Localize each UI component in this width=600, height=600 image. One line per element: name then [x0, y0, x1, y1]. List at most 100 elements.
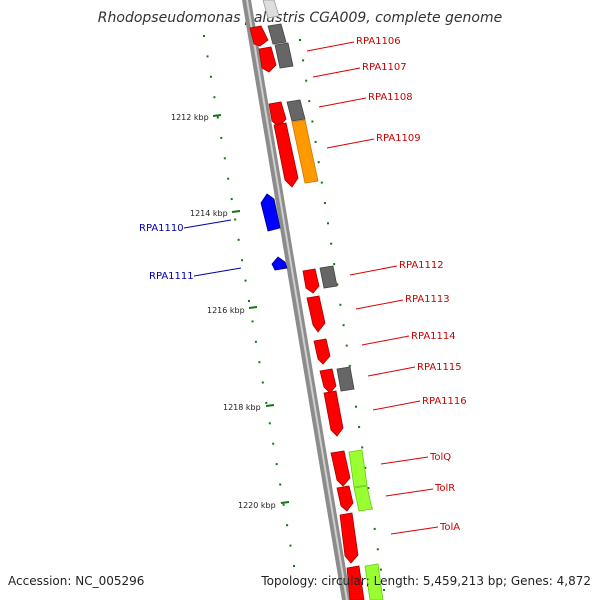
kbp-label: 1214 kbp [190, 209, 228, 218]
kbp-tick [248, 306, 258, 309]
guide-dot [203, 35, 205, 37]
gray-feature [267, 23, 287, 45]
kbp-label: 1216 kbp [207, 306, 245, 315]
guide-dot [320, 181, 323, 184]
gene-label: RPA1112 [399, 260, 444, 271]
reverse-strand-genes [260, 193, 288, 271]
guide-dot [227, 177, 230, 180]
gene-arrow-rpa1112 [302, 268, 320, 294]
forward-callouts [306, 41, 439, 535]
gene-label: RPA1110 [139, 223, 184, 234]
gene-arrow-offscreen [346, 565, 365, 600]
guide-dot [348, 364, 351, 367]
gray-feature [262, 0, 280, 19]
guide-dot [248, 300, 250, 302]
lime-feature [353, 485, 373, 512]
guide-dot [206, 55, 209, 58]
guide-dot [258, 361, 261, 364]
guide-dot [358, 426, 361, 428]
genome-backbone [242, 0, 351, 600]
guide-dot [345, 344, 348, 347]
kbp-tick [231, 210, 241, 213]
guide-dot [323, 202, 326, 204]
guide-dot [220, 136, 223, 139]
guide-dot [213, 96, 216, 99]
guide-dot [230, 198, 233, 201]
guide-dot [364, 466, 367, 469]
kbp-tick [212, 114, 222, 117]
callout-line [318, 97, 367, 108]
gene-arrow-tolq [330, 450, 351, 487]
guide-dot [379, 568, 382, 571]
forward-gene-labels: RPA1106 RPA1107 RPA1108 RPA1109 RPA1112 … [356, 36, 467, 533]
guide-dot [373, 527, 376, 530]
gene-label: RPA1114 [411, 331, 456, 342]
orange-feature [291, 119, 319, 184]
guide-dot [286, 524, 289, 527]
callout-line [183, 219, 232, 229]
guide-dot [272, 442, 275, 445]
gene-label: RPA1109 [376, 133, 421, 144]
forward-strand-genes [249, 25, 365, 600]
guide-dot [254, 340, 257, 343]
guide-dot [237, 238, 240, 241]
guide-dot [299, 39, 301, 41]
kbp-tick [265, 404, 275, 407]
gene-arrow-rpa1115 [319, 368, 337, 394]
lime-feature [348, 449, 368, 488]
guide-dot [355, 405, 357, 408]
gene-label: RPA1113 [405, 294, 450, 305]
guide-dot [342, 324, 345, 327]
guide-dot [209, 75, 212, 78]
guide-dot [311, 120, 314, 123]
guide-dot [302, 59, 305, 62]
backbone-highlight [246, 0, 348, 600]
gene-label: RPA1106 [356, 36, 401, 47]
lime-feature [364, 563, 384, 600]
kbp-label: 1212 kbp [171, 113, 209, 122]
gray-feature [286, 99, 306, 122]
gene-label: RPA1115 [417, 362, 462, 373]
callout-line [367, 366, 416, 377]
map-title: Rhodopseudomonas palustris CGA009, compl… [97, 10, 503, 26]
gene-arrow-rpa1106 [249, 25, 269, 47]
gray-feature [319, 265, 338, 289]
gene-label: TolR [434, 483, 455, 494]
gene-arrow-tolr [336, 485, 354, 512]
guide-dot [336, 283, 339, 286]
gene-arrow-rpa1116 [323, 390, 344, 437]
gene-arrow-rpa1109 [273, 122, 299, 188]
callout-line [312, 67, 361, 78]
callout-line [326, 138, 375, 149]
guide-dot [317, 161, 320, 164]
callout-line [306, 41, 355, 52]
gene-arrow-rpa1110 [260, 193, 281, 232]
guide-dot [330, 242, 333, 245]
gene-label: RPA1107 [362, 62, 407, 73]
kbp-tick [280, 501, 290, 504]
kbp-axis: 1212 kbp 1214 kbp 1216 kbp 1218 kbp 1220… [171, 113, 290, 510]
gene-label: RPA1108 [368, 92, 413, 103]
gene-arrow-rpa1108 [268, 101, 287, 128]
guide-dot [265, 401, 268, 404]
guide-dot [275, 463, 278, 466]
guide-dot [383, 589, 385, 591]
guide-dot [282, 503, 285, 506]
reverse-callouts [183, 219, 242, 277]
guide-dot [261, 381, 264, 384]
guide-dot [268, 422, 271, 425]
guide-dot [216, 116, 219, 119]
guide-dot [339, 303, 342, 306]
callout-line [385, 488, 434, 497]
guide-dot [289, 544, 292, 547]
callout-line [372, 400, 421, 411]
gray-feature [336, 366, 355, 392]
guide-dot [327, 222, 329, 225]
guide-dot [376, 548, 379, 551]
guide-dot [234, 218, 237, 221]
gene-label: TolQ [429, 452, 451, 463]
guide-dot [279, 483, 282, 486]
guide-dot [241, 259, 244, 262]
